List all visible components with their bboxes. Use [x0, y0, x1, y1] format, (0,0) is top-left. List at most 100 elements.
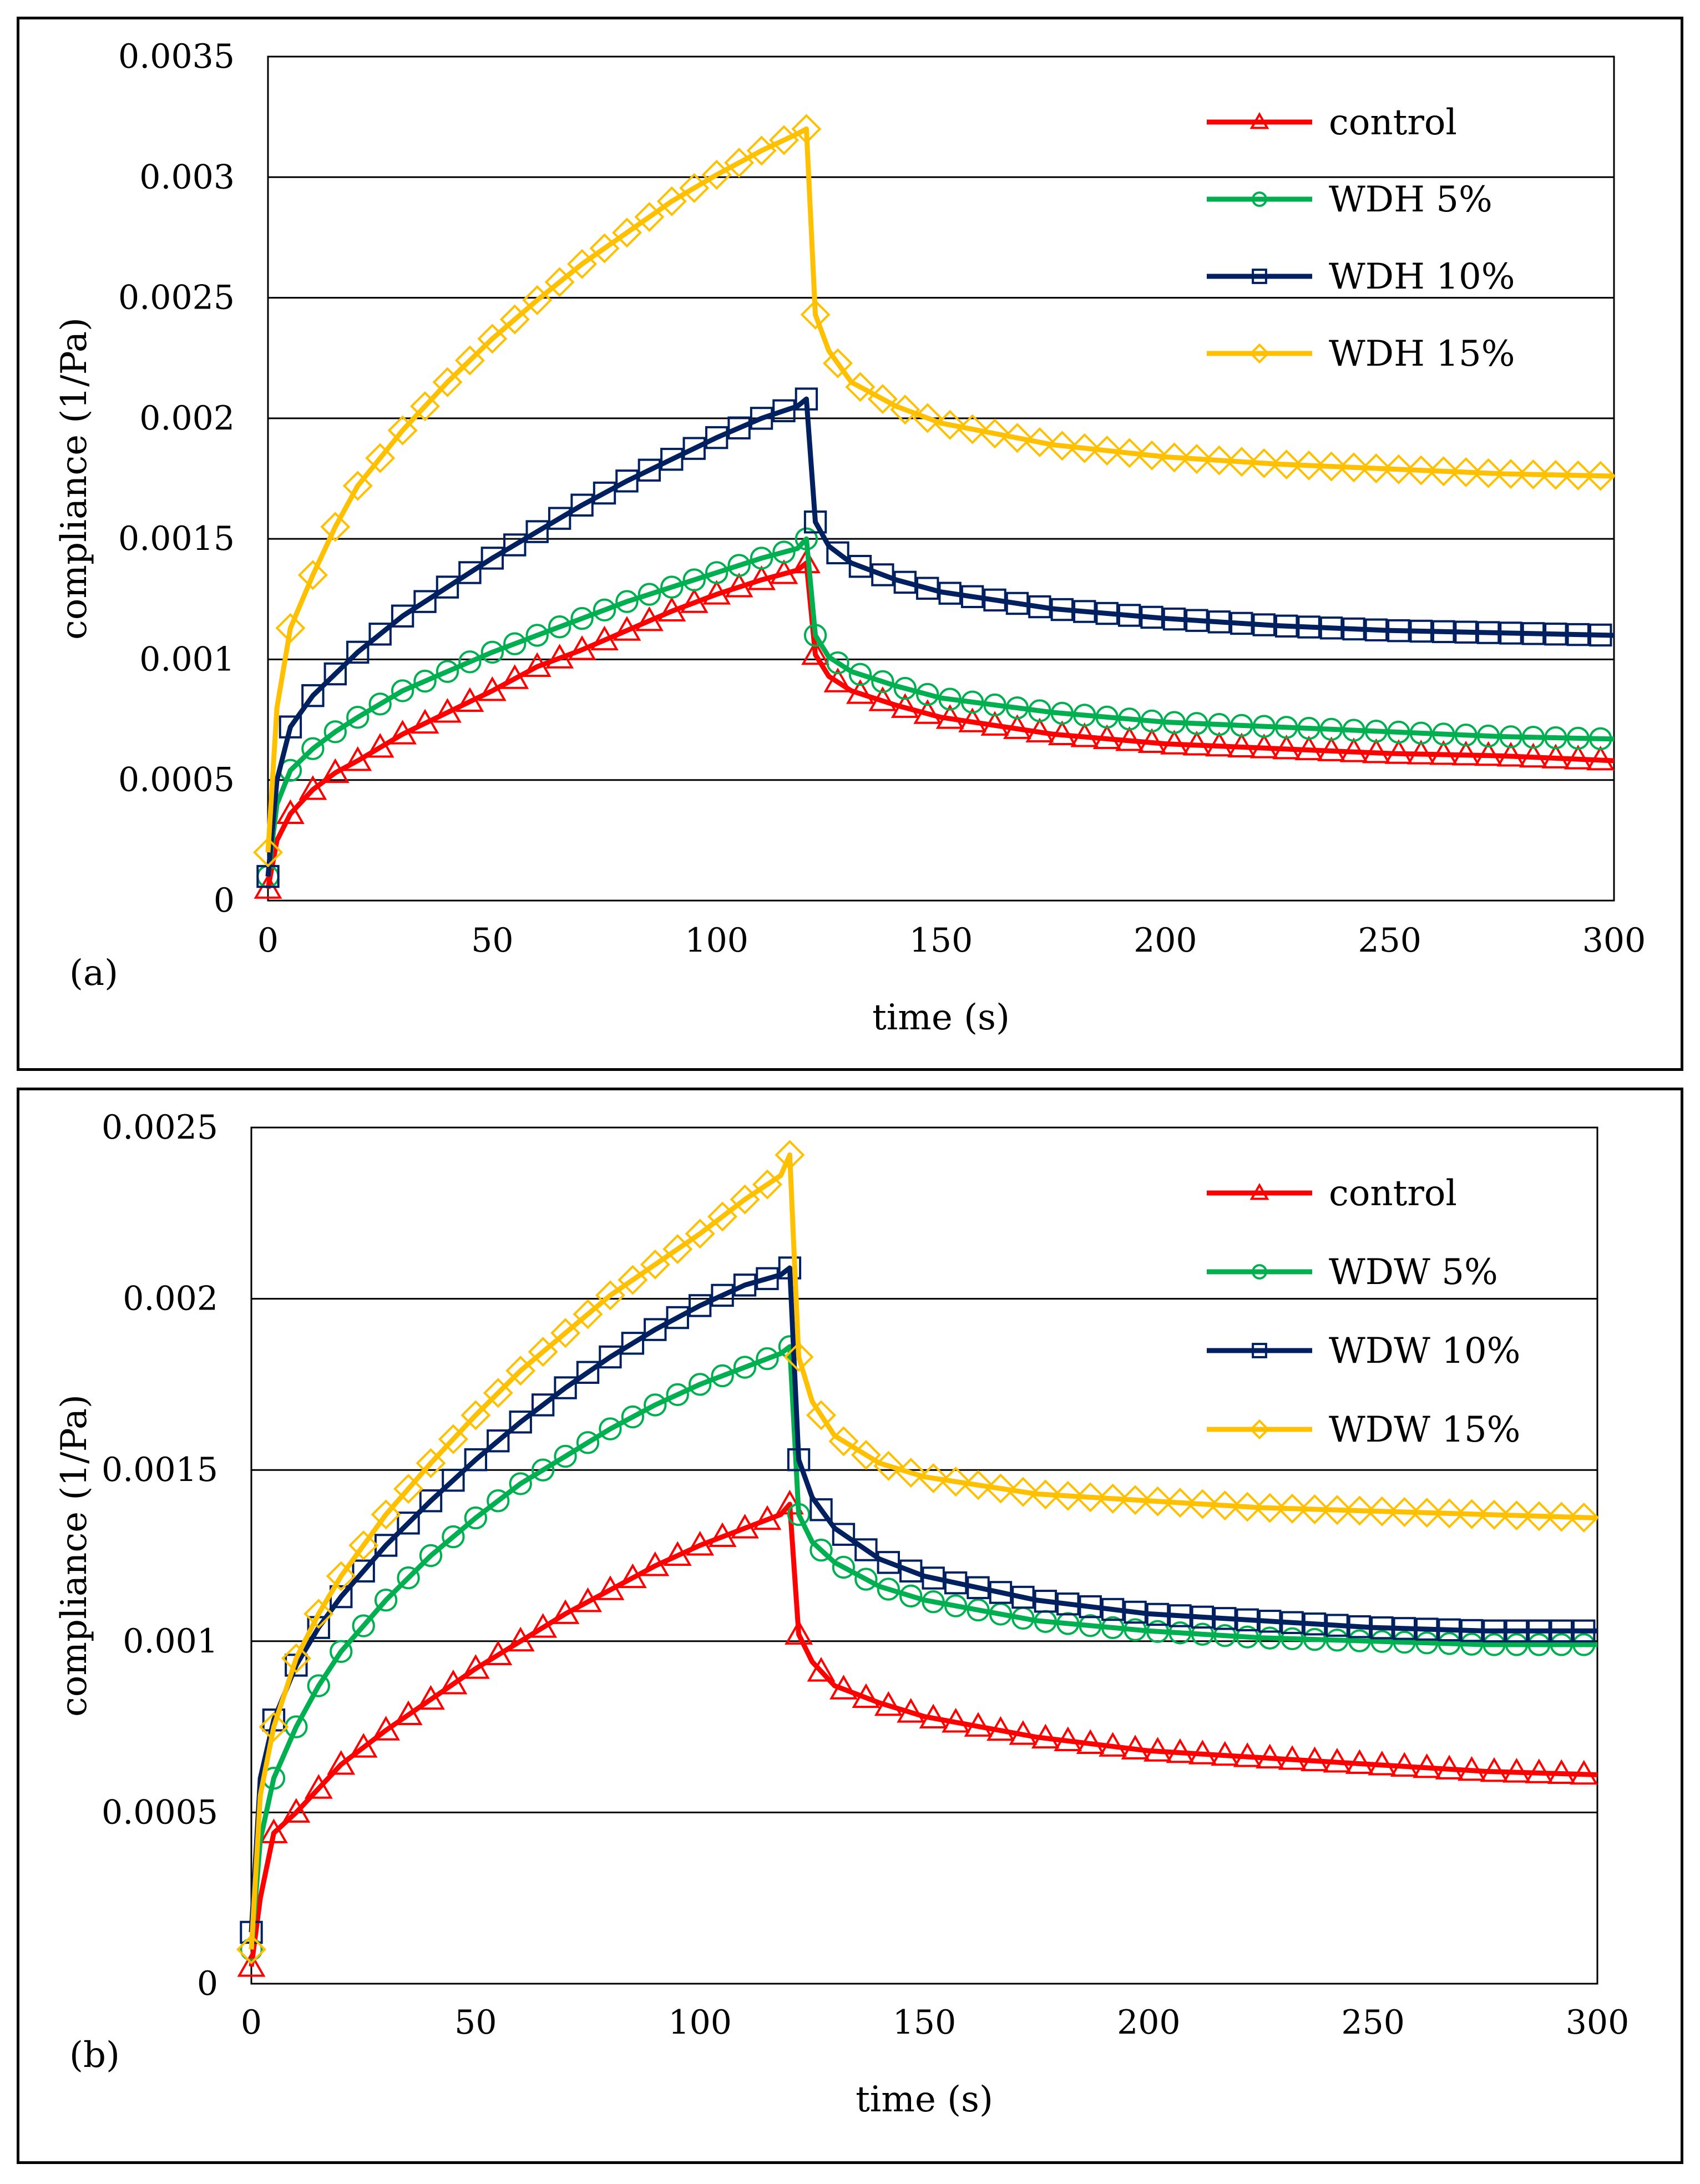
chart-a-data-point: [1406, 455, 1436, 486]
chart-a-data-point: [1495, 459, 1526, 489]
chart-b-data-point: [1411, 1498, 1442, 1528]
chart-b-data-point: [1434, 1498, 1465, 1529]
chart-b-data-point: [1367, 1496, 1397, 1526]
chart-b-data-point: [1191, 1605, 1215, 1629]
chart-a-data-point: [1252, 613, 1276, 636]
chart-b-data-point: [1525, 1758, 1554, 1783]
chart-b-data-point: [1415, 1617, 1439, 1641]
chart-a-data-point: [958, 707, 987, 732]
chart-a-data-point: [1050, 701, 1074, 725]
chart-a-data-point: [1182, 730, 1211, 756]
chart-b-data-point: [371, 1499, 401, 1530]
chart-a-data-point: [1476, 621, 1500, 644]
chart-a-y-tick-label: 0.0035: [118, 37, 235, 76]
chart-b-data-point: [281, 1643, 311, 1674]
chart-a-data-point: [276, 799, 305, 825]
chart-b-data-point: [599, 1345, 622, 1369]
chart-b-data-point: [851, 1440, 881, 1470]
chart-a-y-tick-label: 0.0025: [118, 279, 235, 317]
chart-a-data-point: [746, 135, 777, 166]
chart-b-legend-label: WDW 5%: [1329, 1252, 1498, 1293]
chart-b-data-point: [1254, 1493, 1285, 1523]
chart-b-data-point: [1345, 1749, 1374, 1775]
chart-b-data-point: [730, 1184, 760, 1215]
chart-b-data-point: [529, 1613, 558, 1638]
chart-a-data-point: [615, 469, 639, 493]
chart-a-data-point: [1387, 720, 1410, 744]
chart-a-data-point: [346, 706, 370, 729]
chart-a-data-point: [916, 683, 939, 706]
chart-a-data-point: [297, 560, 328, 590]
chart-b-x-axis-label: time (s): [856, 2079, 993, 2120]
chart-a-data-point: [1230, 714, 1253, 737]
chart-a-data-point: [413, 669, 437, 693]
chart-b-data-point: [374, 1589, 398, 1612]
chart-a-data-point: [1406, 740, 1435, 765]
chart-b-data-point: [873, 1450, 904, 1481]
chart-b-data-point: [1569, 1502, 1599, 1533]
chart-a-data-point: [871, 670, 894, 694]
chart-b-y-tick-label: 0.0015: [102, 1450, 218, 1489]
chart-a-data-point: [938, 687, 962, 711]
chart-b-data-point: [897, 1698, 925, 1723]
chart-b-data-point: [464, 1448, 488, 1472]
chart-b-data-point: [1210, 1490, 1240, 1521]
chart-b-data-point: [1258, 1626, 1282, 1650]
chart-a-data-point: [848, 554, 872, 578]
chart-b-data-point: [531, 1393, 555, 1417]
chart-b-data-point: [1168, 1621, 1192, 1645]
chart-b-data-point: [528, 1337, 558, 1367]
chart-a-data-point: [1473, 458, 1504, 488]
chart-a-y-tick-label: 0.0015: [118, 519, 235, 558]
chart-b-data-point: [1258, 1610, 1282, 1633]
chart-b-data-point: [963, 1470, 994, 1500]
chart-a-data-point: [750, 547, 773, 570]
chart-b-x-tick-label: 100: [668, 2003, 732, 2042]
chart-a-data-point: [867, 384, 898, 414]
chart-a-data-point: [522, 285, 553, 315]
chart-a-data-point: [1586, 745, 1615, 771]
chart-b-data-point: [1458, 1756, 1486, 1781]
chart-b-data-point: [1146, 1620, 1170, 1643]
chart-b-data-point: [576, 1361, 600, 1384]
chart-a-data-point: [458, 561, 482, 584]
chart-a-data-point: [480, 547, 504, 570]
chart-a-data-point: [1185, 712, 1208, 735]
chart-b-data-point: [1524, 1501, 1554, 1531]
chart-b-data-point: [236, 1934, 267, 1965]
chart-a-data-point: [1429, 740, 1458, 765]
chart-a-legend-marker: [1249, 343, 1270, 364]
chart-a-data-point: [660, 448, 684, 471]
chart-b-data-point: [1480, 1757, 1509, 1782]
chart-a-data-point: [1319, 717, 1343, 741]
chart-b-y-tick-label: 0.0025: [102, 1108, 218, 1147]
chart-a-data-point: [589, 233, 620, 264]
chart-b-data-point: [1213, 1624, 1237, 1647]
chart-a-data-point: [983, 588, 1006, 612]
chart-a-data-point: [343, 746, 372, 771]
chart-a-data-point: [298, 775, 327, 800]
chart-b-data-point: [330, 1640, 353, 1664]
chart-b-data-point: [1325, 1629, 1349, 1652]
chart-a-data-point: [1115, 726, 1144, 751]
chart-b-data-point: [877, 1578, 900, 1601]
chart-a-data-point: [1230, 611, 1253, 635]
chart-a-data-point: [548, 615, 571, 639]
chart-a-data-point: [822, 348, 853, 378]
chart-a-data-point: [1005, 592, 1029, 615]
chart-b-data-point: [942, 1707, 970, 1733]
chart-b-data-point: [1502, 1758, 1531, 1783]
chart-b-data-point: [1075, 1482, 1106, 1513]
chart-b-data-point: [1344, 1495, 1375, 1526]
chart-a-data-point: [480, 640, 504, 664]
chart-a-data-point: [1028, 595, 1051, 619]
chart-b-data-point: [574, 1587, 602, 1612]
chart-a-data-point: [1140, 709, 1163, 733]
chart-b-data-point: [711, 1283, 734, 1307]
chart-b-data-point: [621, 1332, 645, 1355]
chart-a-data-point: [680, 588, 709, 613]
chart-a-data-point: [301, 684, 325, 707]
chart-b-data-point: [964, 1712, 993, 1737]
chart-b-data-point: [1435, 1755, 1464, 1779]
chart-a-panel-label: (a): [69, 953, 118, 994]
